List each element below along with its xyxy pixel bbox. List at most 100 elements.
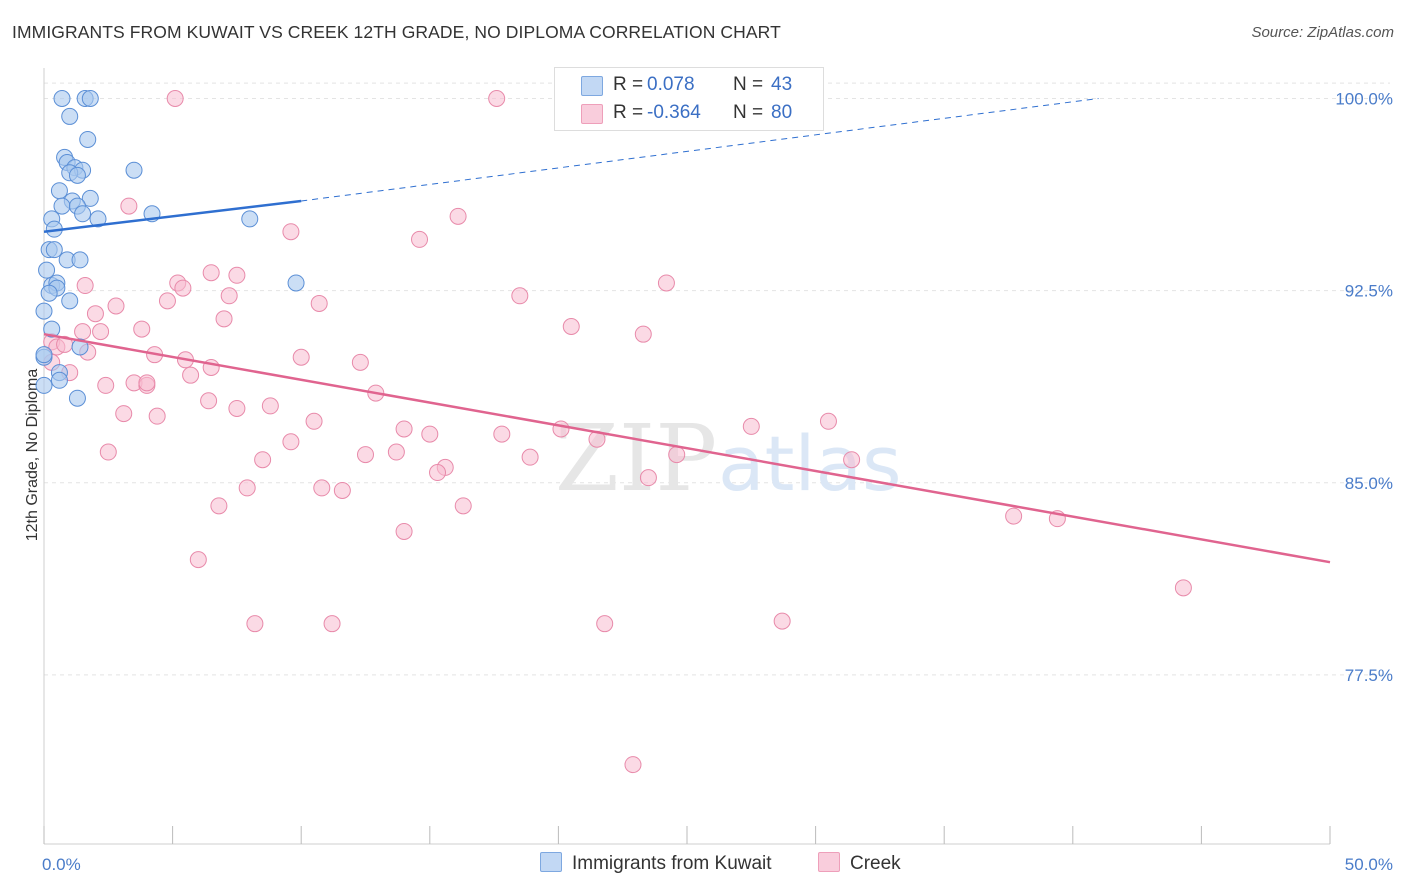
kuwait-point: [89, 210, 107, 228]
creek-point: [246, 615, 264, 633]
creek-point: [596, 615, 614, 633]
kuwait-legend-label: Immigrants from Kuwait: [572, 853, 772, 874]
trend-lines: [43, 97, 1331, 564]
legend-r-value-creek: -0.364: [647, 102, 701, 123]
creek-point: [421, 425, 439, 443]
creek-point: [138, 374, 156, 392]
kuwait-point: [68, 166, 86, 184]
creek-point: [261, 397, 279, 415]
y-tick-label: 77.5%: [1345, 666, 1393, 685]
creek-point: [228, 266, 246, 284]
kuwait-point: [53, 89, 71, 107]
creek-point: [228, 399, 246, 417]
creek-point: [282, 223, 300, 241]
creek-point: [357, 446, 374, 464]
kuwait-points: [35, 89, 305, 407]
creek-point: [202, 264, 220, 282]
kuwait-point: [45, 241, 63, 259]
creek-point: [313, 479, 331, 497]
creek-point: [351, 353, 369, 371]
creek-point: [819, 412, 837, 430]
kuwait-point: [81, 89, 99, 107]
creek-point: [189, 551, 207, 569]
kuwait-swatch: [581, 76, 603, 96]
creek-point: [521, 448, 539, 466]
creek-legend-label: Creek: [850, 853, 901, 874]
y-axis-label: 12th Grade, No Diploma: [24, 369, 41, 542]
creek-point: [843, 451, 861, 469]
kuwait-point: [50, 371, 68, 389]
legend-n-label: N =: [733, 102, 764, 123]
creek-point: [115, 405, 133, 423]
creek-point: [174, 279, 192, 297]
legend-r-value-kuwait: 0.078: [647, 74, 695, 95]
kuwait-trend-extension: [301, 97, 1099, 202]
creek-point: [429, 464, 447, 482]
kuwait-point: [79, 130, 97, 148]
source-label: Source: ZipAtlas.com: [1251, 24, 1394, 41]
creek-trend-line: [43, 332, 1331, 564]
creek-point: [773, 612, 791, 630]
kuwait-legend-swatch: [540, 852, 562, 872]
creek-point: [634, 325, 652, 343]
creek-legend-swatch: [818, 852, 840, 872]
legend-r-label: R =: [613, 74, 644, 95]
creek-point: [488, 89, 506, 107]
creek-point: [562, 318, 580, 336]
creek-point: [107, 297, 125, 315]
legend-n-value-creek: 80: [771, 102, 793, 123]
creek-point: [310, 294, 328, 312]
creek-point: [493, 425, 511, 443]
legend-r-label: R =: [613, 102, 644, 123]
correlation-legend: R = 0.078 N = 43 R = -0.364 N = 80: [554, 67, 824, 131]
creek-point: [742, 417, 760, 435]
creek-point: [552, 420, 570, 438]
kuwait-point: [61, 292, 79, 310]
kuwait-point: [68, 389, 86, 407]
creek-point: [254, 451, 272, 469]
creek-point: [1005, 507, 1023, 525]
legend-n-value-kuwait: 43: [771, 74, 793, 95]
creek-point: [395, 420, 413, 438]
creek-points: [43, 89, 1192, 774]
kuwait-point: [53, 197, 71, 215]
creek-point: [333, 481, 351, 499]
x-tick-label: 50.0%: [1345, 855, 1393, 874]
kuwait-point: [81, 189, 99, 207]
creek-point: [323, 615, 341, 633]
creek-point: [411, 230, 429, 248]
legend-n-label: N =: [733, 74, 764, 95]
creek-point: [76, 277, 94, 295]
bottom-legend-kuwait[interactable]: Immigrants from Kuwait: [540, 852, 772, 875]
creek-swatch: [581, 104, 603, 124]
kuwait-point: [61, 107, 79, 125]
creek-point: [668, 446, 686, 464]
creek-point: [148, 407, 166, 425]
creek-point: [449, 207, 467, 225]
y-tick-labels: 77.5% 85.0% 92.5% 100.0%: [1335, 89, 1393, 684]
kuwait-trend-line: [43, 199, 302, 233]
bottom-legend-creek[interactable]: Creek: [818, 852, 901, 875]
kuwait-point: [40, 284, 58, 302]
kuwait-point: [35, 302, 53, 320]
x-tick-labels: 0.0% 50.0%: [42, 855, 1393, 874]
creek-point: [657, 274, 675, 292]
kuwait-point: [74, 205, 92, 223]
creek-point: [92, 323, 110, 341]
kuwait-point: [50, 182, 68, 200]
creek-point: [282, 433, 300, 451]
creek-point: [158, 292, 176, 310]
kuwait-point: [35, 346, 53, 364]
y-tick-label: 92.5%: [1345, 282, 1393, 301]
creek-point: [200, 392, 218, 410]
kuwait-point: [71, 251, 89, 269]
creek-point: [86, 305, 104, 323]
creek-point: [220, 287, 238, 305]
creek-point: [511, 287, 529, 305]
creek-point: [639, 469, 657, 487]
chart-title: IMMIGRANTS FROM KUWAIT VS CREEK 12TH GRA…: [12, 22, 781, 42]
creek-point: [238, 479, 256, 497]
watermark-zip: ZIP: [555, 405, 717, 512]
x-tick-label: 0.0%: [42, 855, 81, 874]
